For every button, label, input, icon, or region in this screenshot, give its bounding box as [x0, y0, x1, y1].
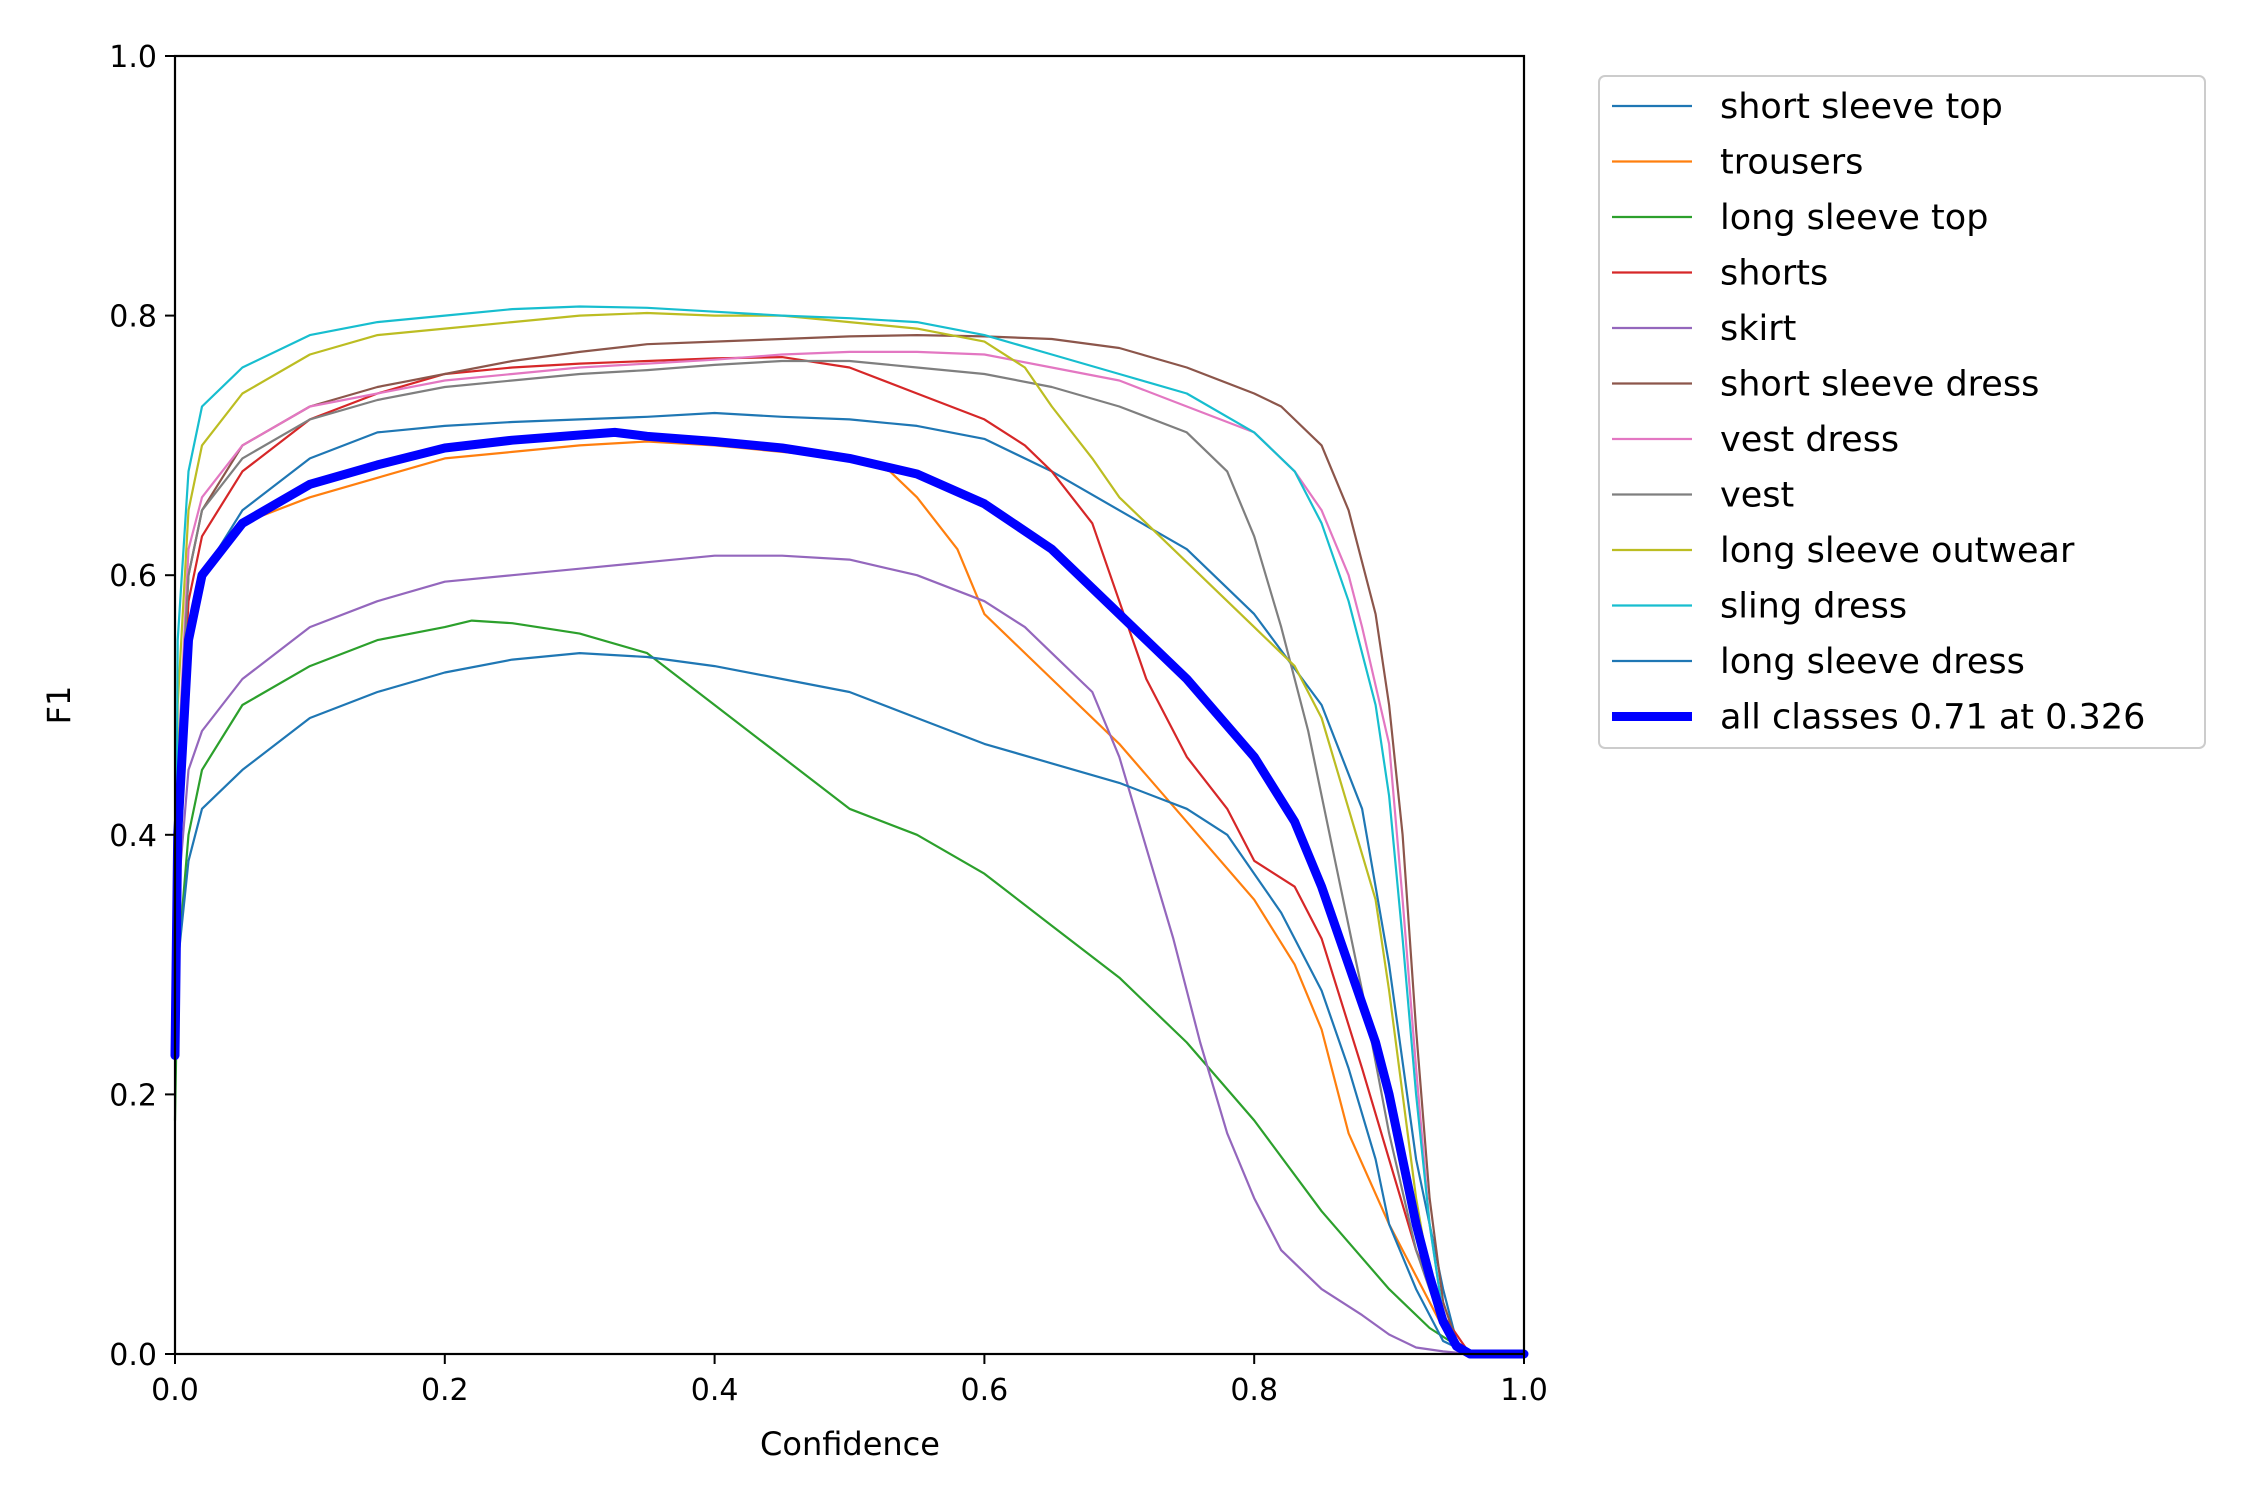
series-line-sling-dress	[173, 305, 1526, 1356]
y-tick-label: 0.2	[109, 1078, 157, 1113]
x-tick-label: 0.2	[421, 1373, 469, 1408]
series-line-short-sleeve-top	[173, 411, 1526, 1356]
series-line-skirt	[173, 554, 1526, 1356]
plot-frame	[173, 54, 1526, 1356]
legend-label-shorts: shorts	[1720, 254, 1828, 294]
legend-label-trousers: trousers	[1720, 143, 1863, 183]
legend-label-long-sleeve-dress: long sleeve dress	[1720, 642, 2025, 682]
legend: short sleeve top trousers long sleeve top s…	[1598, 75, 2206, 749]
x-tick-label: 0.8	[1230, 1373, 1278, 1408]
y-tick-label: 0.4	[109, 819, 157, 854]
y-axis-title: F1	[40, 686, 78, 725]
legend-label-short-sleeve-dress: short sleeve dress	[1720, 365, 2039, 405]
series-line-long-sleeve-top	[173, 619, 1526, 1356]
legend-label-vest-dress: vest dress	[1720, 420, 1899, 460]
y-tick-label: 0.0	[109, 1338, 157, 1373]
series-line-long-sleeve-outwear	[173, 311, 1526, 1356]
series-line-vest-dress	[173, 350, 1526, 1356]
legend-label-long-sleeve-outwear: long sleeve outwear	[1720, 531, 2075, 571]
series-line-all-classes-0-71-at-0-326	[170, 427, 1529, 1359]
x-tick-label: 1.0	[1500, 1373, 1548, 1408]
x-tick-label: 0.6	[961, 1373, 1009, 1408]
y-tick-label: 0.8	[109, 300, 157, 335]
y-axis: 0.0 0.2 0.4 0.6 0.8 1.0	[109, 40, 175, 1373]
legend-label-skirt: skirt	[1720, 309, 1796, 349]
series-line-trousers	[173, 440, 1526, 1356]
y-tick-label: 1.0	[109, 40, 157, 75]
legend-label-long-sleeve-top: long sleeve top	[1720, 198, 1988, 238]
y-tick-label: 0.6	[109, 559, 157, 594]
x-axis-title: Confidence	[760, 1425, 940, 1463]
x-tick-label: 0.4	[691, 1373, 739, 1408]
legend-label-vest: vest	[1720, 476, 1794, 516]
legend-label-all-classes-0-71-at-0-326: all classes 0.71 at 0.326	[1720, 698, 2145, 738]
series-line-long-sleeve-dress	[173, 652, 1526, 1356]
legend-label-short-sleeve-top: short sleeve top	[1720, 87, 2003, 127]
series-layer	[170, 305, 1529, 1359]
x-tick-label: 0.0	[151, 1373, 199, 1408]
legend-box	[1598, 75, 2206, 749]
legend-label-sling-dress: sling dress	[1720, 587, 1907, 627]
legend-items: short sleeve top trousers long sleeve top s…	[1612, 87, 2145, 738]
x-axis: 0.0 0.2 0.4 0.6 0.8 1.0	[151, 1354, 1548, 1408]
